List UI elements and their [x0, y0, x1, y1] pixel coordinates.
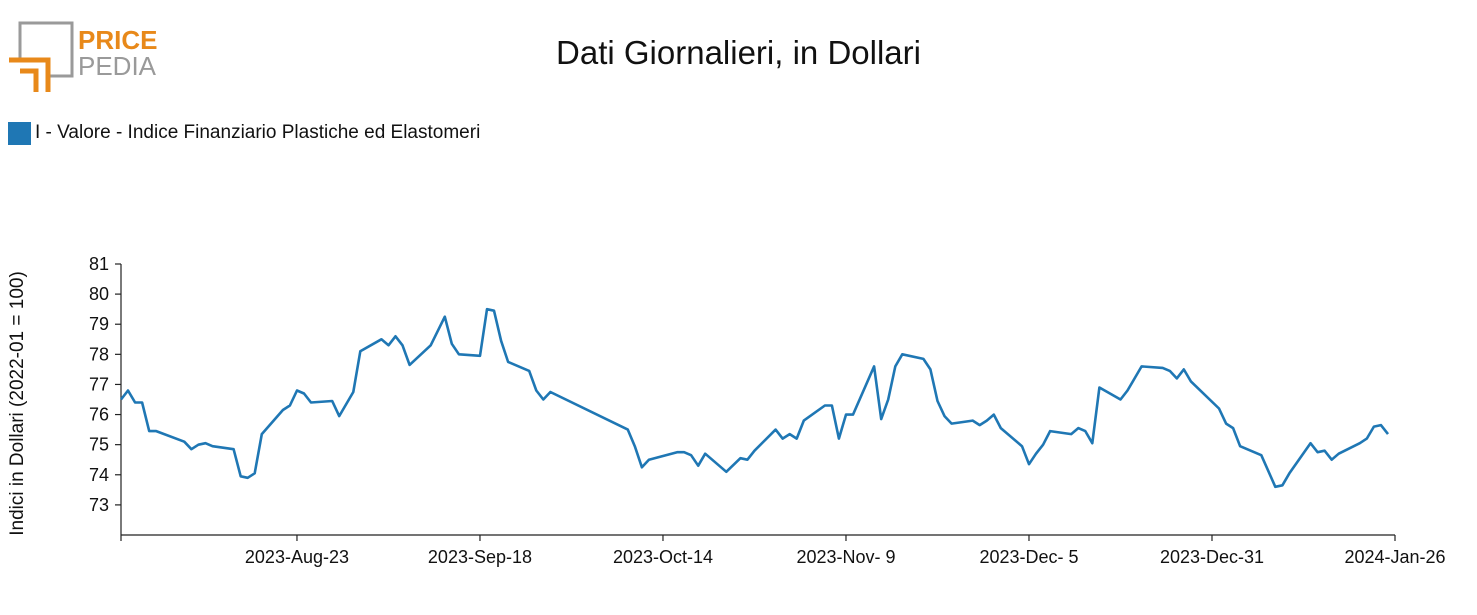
x-axis: 2023-Aug-23 2023-Sep-18 2023-Oct-14 2023-No… — [120, 534, 1446, 567]
series-layer — [119, 307, 1390, 489]
x-tick-label: 2023-Nov- 9 — [796, 547, 895, 567]
y-axis-title: Indici in Dollari (2022-01 = 100) — [7, 271, 28, 536]
y-tick-label: 80 — [89, 284, 109, 304]
pricepedia-logo: PRICE PEDIA — [6, 20, 166, 95]
x-tick-label: 2023-Oct-14 — [613, 547, 713, 567]
logo-gray-frame — [18, 21, 74, 78]
x-tick-label: 2023-Dec-31 — [1160, 547, 1264, 567]
y-tick-label: 78 — [89, 344, 109, 364]
y-tick-label: 74 — [89, 465, 109, 485]
y-axis: 73 74 75 76 77 78 79 80 81 — [89, 254, 122, 535]
y-tick-label: 73 — [89, 495, 109, 515]
legend: I - Valore - Indice Finanziario Plastich… — [8, 120, 480, 146]
logo-text-pedia: PEDIA — [78, 51, 157, 81]
y-tick-label: 77 — [89, 374, 109, 394]
chart-title: Dati Giornalieri, in Dollari — [556, 34, 921, 71]
logo-mark: PRICE PEDIA — [9, 21, 157, 92]
y-tick-label: 79 — [89, 314, 109, 334]
logo-orange-bracket-inner — [20, 68, 39, 92]
y-tick-label: 75 — [89, 435, 109, 455]
x-tick-label: 2024-Jan-26 — [1344, 547, 1445, 567]
x-tick-label: 2023-Sep-18 — [428, 547, 532, 567]
logo-text-price: PRICE — [78, 25, 157, 55]
series-line — [119, 307, 1390, 489]
legend-label: I - Valore - Indice Finanziario Plastich… — [35, 122, 481, 143]
x-tick-label: 2023-Dec- 5 — [979, 547, 1078, 567]
y-tick-label: 76 — [89, 405, 109, 425]
logo-orange-bracket-outer — [9, 57, 51, 92]
legend-swatch — [8, 121, 31, 145]
y-tick-label: 81 — [89, 254, 109, 274]
x-tick-label: 2023-Aug-23 — [245, 547, 349, 567]
